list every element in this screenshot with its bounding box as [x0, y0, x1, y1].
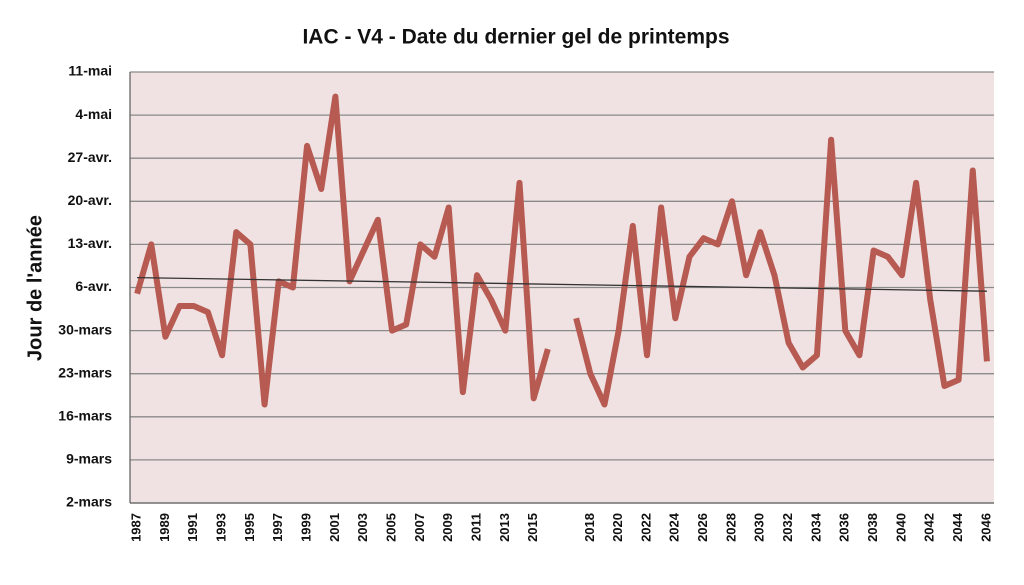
x-tick-label: 2022 [638, 513, 653, 542]
x-tick-label: 1999 [298, 513, 313, 542]
x-tick-label: 1987 [129, 513, 144, 542]
y-tick-label: 4-mai [75, 106, 112, 122]
x-tick-label: 2040 [893, 513, 908, 542]
y-axis-label: Jour de l'année [24, 215, 46, 361]
x-tick-label: 2026 [695, 513, 710, 542]
x-tick-label: 2007 [412, 513, 427, 542]
x-tick-label: 2001 [327, 513, 342, 542]
x-tick-label: 2018 [582, 513, 597, 542]
y-tick-label: 6-avr. [75, 278, 112, 294]
y-tick-label: 9-mars [66, 451, 112, 467]
x-tick-label: 2024 [667, 512, 682, 542]
y-tick-label: 11-mai [68, 63, 112, 79]
x-tick-label: 2015 [525, 513, 540, 542]
x-tick-label: 2046 [978, 513, 993, 542]
x-tick-label: 2028 [723, 513, 738, 542]
x-tick-label: 2036 [837, 513, 852, 542]
x-tick-label: 2034 [808, 512, 823, 542]
x-tick-label: 2005 [383, 513, 398, 542]
trend-line [137, 276, 987, 292]
x-tick-label: 2009 [440, 513, 455, 542]
x-tick-label: 2044 [950, 512, 965, 542]
x-tick-label: 2030 [752, 513, 767, 542]
x-tick-label: 2020 [610, 513, 625, 542]
x-tick-label: 2013 [497, 513, 512, 542]
data-line [134, 93, 990, 408]
y-tick-label: 27-avr. [68, 149, 112, 165]
x-tick-label: 2032 [780, 513, 795, 542]
x-tick-label: 1991 [185, 513, 200, 542]
y-tick-label: 23-mars [58, 364, 112, 380]
y-tick-label: 13-avr. [68, 235, 112, 251]
y-tick-label: 2-mars [66, 494, 112, 510]
y-tick-label: 16-mars [58, 408, 112, 424]
y-tick-label: 30-mars [58, 321, 112, 337]
x-tick-label: 1995 [242, 513, 257, 542]
y-tick-label: 20-avr. [68, 192, 112, 208]
x-tick-label: 2038 [865, 513, 880, 542]
chart-title: IAC - V4 - Date du dernier gel de printe… [302, 26, 729, 49]
x-tick-label: 1993 [214, 513, 229, 542]
x-tick-label: 2003 [355, 513, 370, 542]
x-tick-label: 1989 [157, 513, 172, 542]
x-tick-label: 2011 [468, 513, 483, 541]
x-tick-label: 2042 [922, 513, 937, 542]
x-tick-label: 1997 [270, 513, 285, 542]
